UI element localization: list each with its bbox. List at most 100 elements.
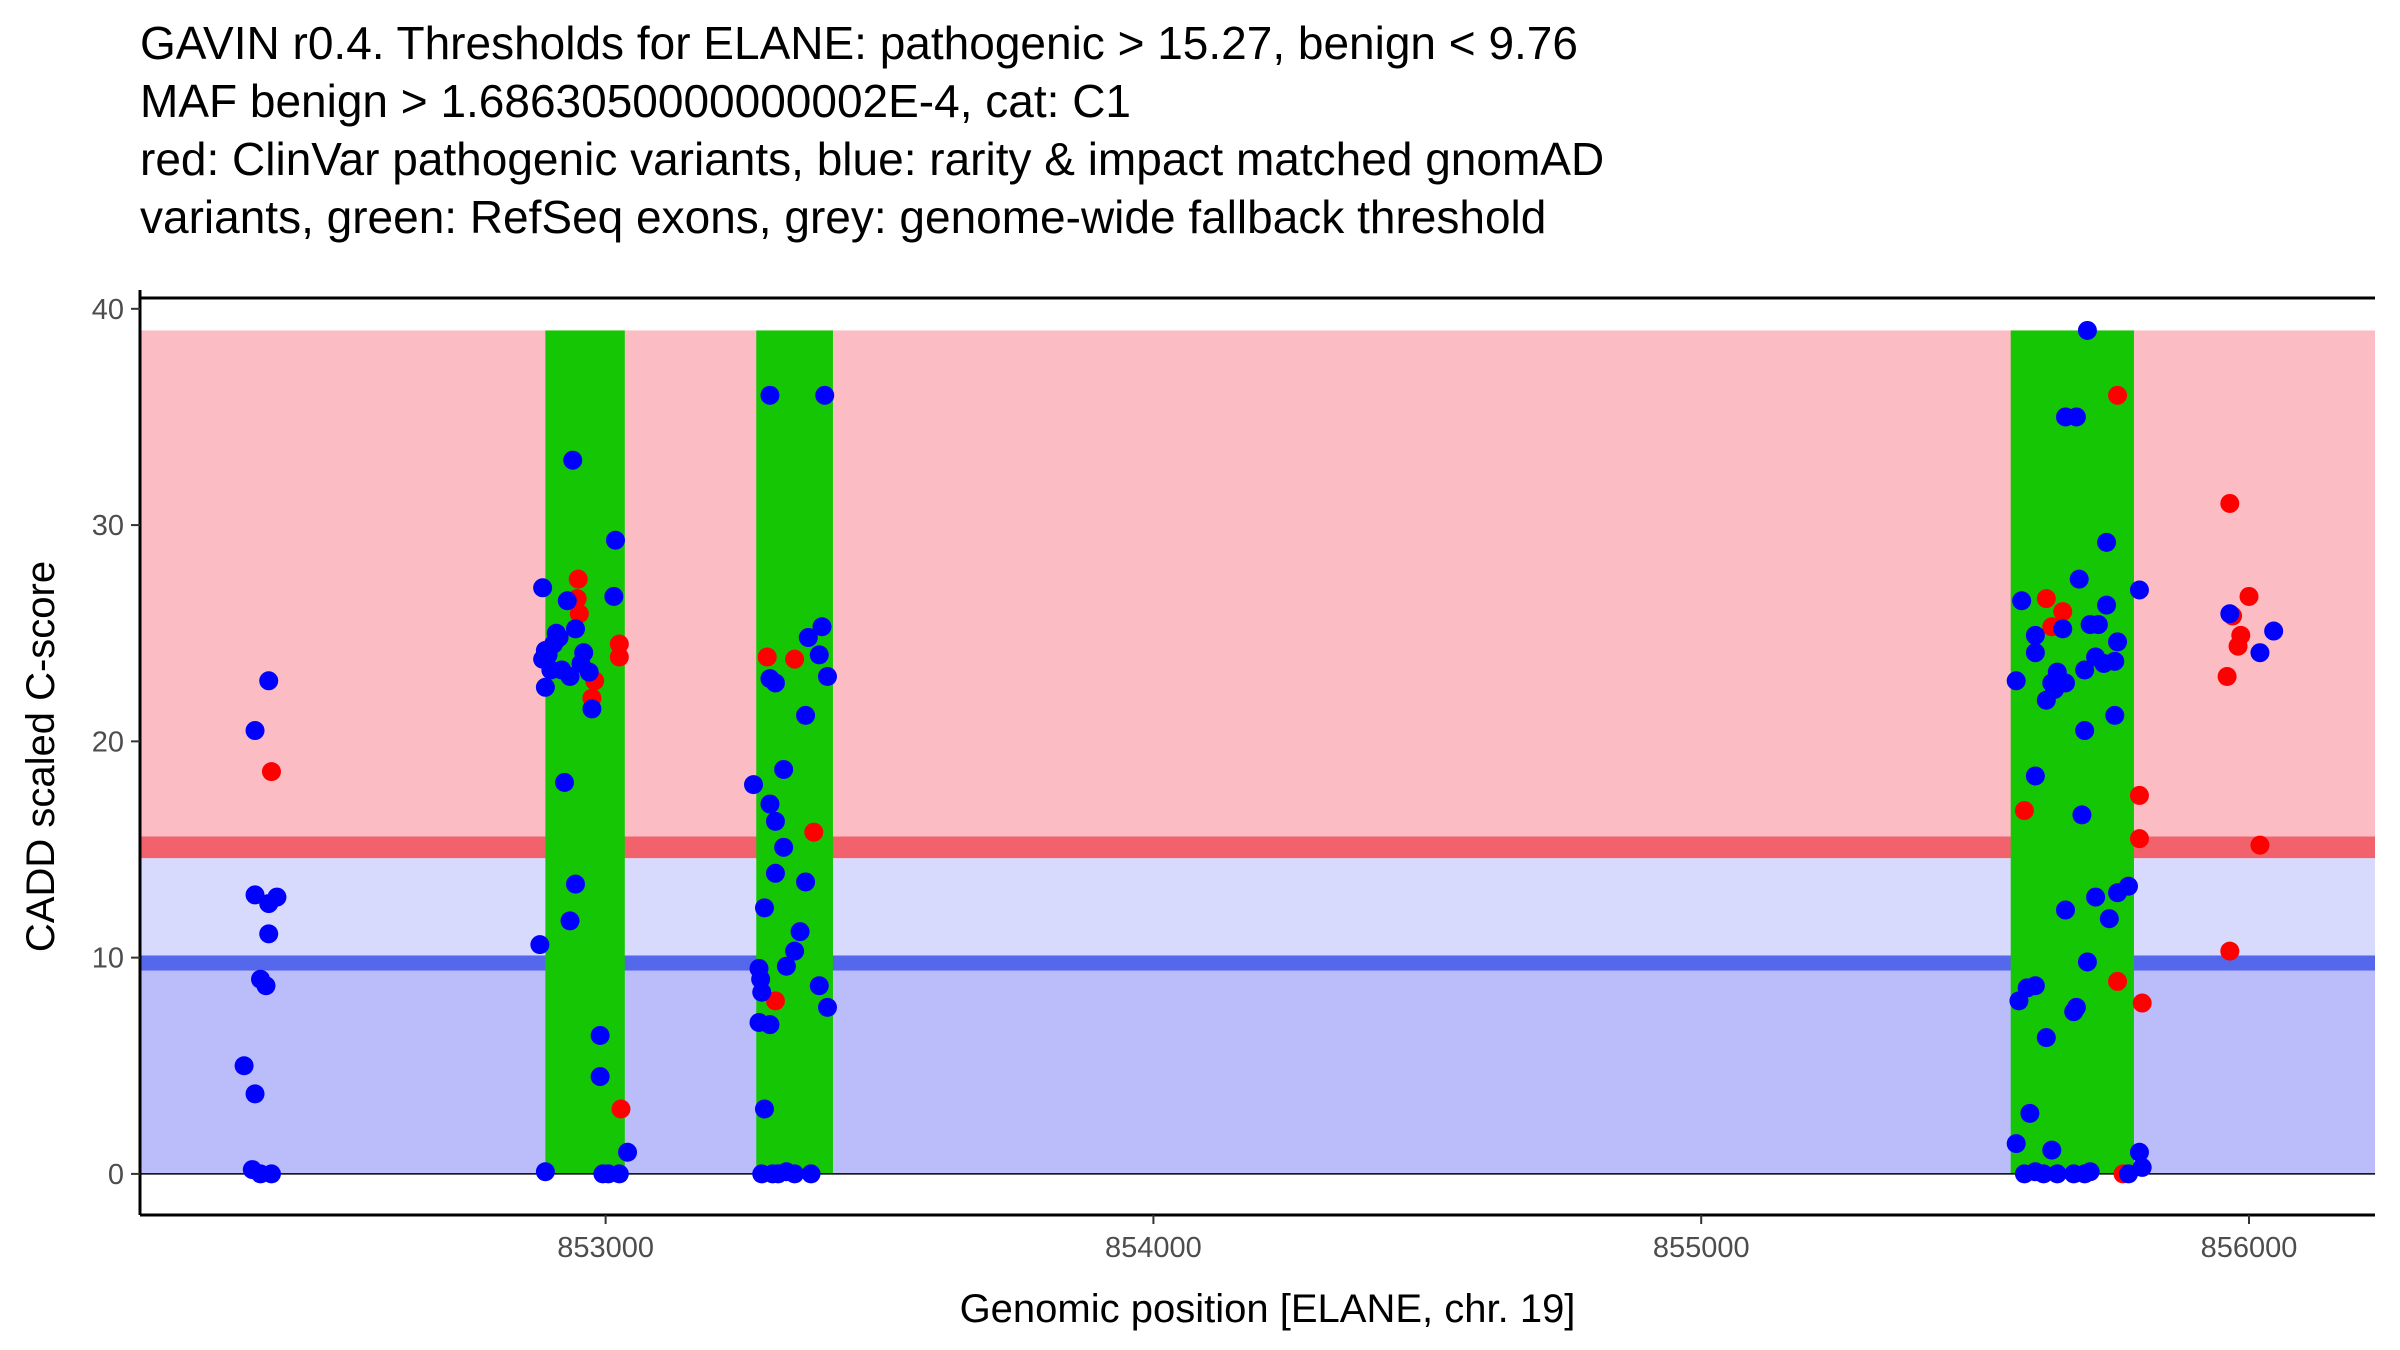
clinvar-point-30	[2250, 835, 2270, 855]
gnomad-point-25	[565, 619, 585, 639]
gnomad-point-38	[605, 530, 625, 550]
title-line-4: variants, green: RefSeq exons, grey: gen…	[140, 191, 1547, 243]
gnomad-point-100	[2105, 651, 2125, 671]
x-tick-label-856000: 856000	[2201, 1232, 2298, 1264]
gnomad-point-58	[776, 956, 796, 976]
clinvar-point-29	[2217, 666, 2237, 686]
gnomad-point-133	[2250, 643, 2270, 663]
gnomad-point-9	[256, 976, 276, 996]
gnomad-point-119	[2020, 1103, 2040, 1123]
gnomad-point-48	[760, 794, 780, 814]
gnomad-point-28	[560, 666, 580, 686]
gnomad-point-70	[760, 669, 780, 689]
clinvar-point-19	[2108, 971, 2128, 991]
gnomad-point-17	[535, 1162, 555, 1182]
gnomad-point-37	[604, 586, 624, 606]
clinvar-point-11	[785, 649, 805, 669]
gnomad-point-7	[259, 924, 279, 944]
x-axis-title: Genomic position [ELANE, chr. 19]	[960, 1287, 1576, 1331]
x-tick-label-853000: 853000	[557, 1232, 654, 1264]
gnomad-point-49	[765, 811, 785, 831]
title-line-3: red: ClinVar pathogenic variants, blue: …	[140, 133, 1605, 185]
clinvar-point-28	[2239, 586, 2259, 606]
clinvar-point-1	[261, 762, 281, 782]
gnomad-point-127	[2047, 1164, 2067, 1184]
gnomad-point-91	[2108, 632, 2128, 652]
gnomad-point-64	[754, 1099, 774, 1119]
gnomad-point-32	[546, 623, 566, 643]
gnomad-point-44	[609, 1164, 629, 1184]
gnomad-point-15	[563, 450, 583, 470]
clinvar-point-8	[609, 647, 629, 667]
y-tick-label-30: 30	[92, 510, 124, 542]
gnomad-point-78	[801, 1164, 821, 1184]
gnomad-point-51	[774, 837, 794, 857]
gnomad-point-66	[798, 628, 818, 648]
gnomad-point-71	[809, 976, 829, 996]
x-tick-label-854000: 854000	[1105, 1232, 1202, 1264]
gnomad-point-45	[744, 775, 764, 795]
clinvar-point-31	[2220, 941, 2240, 961]
y-tick-label-0: 0	[108, 1159, 124, 1191]
gnomad-point-126	[2034, 1164, 2054, 1184]
gnomad-point-102	[2045, 679, 2065, 699]
clinvar-point-17	[2053, 602, 2073, 622]
pathogenic-threshold-band	[140, 836, 2375, 859]
y-tick-label-40: 40	[92, 294, 124, 326]
gnomad-point-81	[2066, 407, 2086, 427]
threshold-zones	[140, 330, 2375, 1174]
clinvar-point-13	[804, 822, 824, 842]
gnomad-point-24	[557, 591, 577, 611]
benign-zone	[140, 970, 2375, 1174]
title-line-1: GAVIN r0.4. Thresholds for ELANE: pathog…	[140, 17, 1578, 69]
gnomad-point-82	[2097, 532, 2117, 552]
gnomad-point-72	[817, 997, 837, 1017]
gnomad-point-111	[2099, 909, 2119, 929]
gnomad-point-13	[261, 1164, 281, 1184]
x-tick-label-855000: 855000	[1653, 1232, 1750, 1264]
gnomad-point-34	[565, 874, 585, 894]
benign-threshold-band	[140, 955, 2375, 971]
gnomad-point-115	[2009, 991, 2029, 1011]
gnomad-point-36	[582, 699, 602, 719]
gnomad-point-14	[533, 578, 553, 598]
title-line-2: MAF benign > 1.6863050000000002E-4, cat:…	[140, 75, 1131, 127]
gnomad-point-87	[2025, 625, 2045, 645]
clinvar-point-18	[2108, 385, 2128, 405]
data-points	[234, 320, 2284, 1184]
clinvar-point-23	[2132, 993, 2152, 1013]
gnomad-point-104	[2105, 705, 2125, 725]
clinvar-point-4	[569, 604, 589, 624]
gnomad-point-103	[2075, 721, 2095, 741]
benign-light-zone	[140, 858, 2375, 958]
gnomad-point-88	[2053, 619, 2073, 639]
gnomad-point-121	[2042, 1140, 2062, 1160]
clinvar-point-12	[765, 991, 785, 1011]
gnomad-point-131	[2118, 1164, 2138, 1184]
gnomad-point-31	[535, 677, 555, 697]
exon-bar-3	[2010, 330, 2134, 1174]
gnomad-point-53	[754, 898, 774, 918]
gnomad-point-105	[2025, 766, 2045, 786]
gnomad-point-97	[2075, 660, 2095, 680]
clinvar-point-21	[2129, 785, 2149, 805]
gnomad-point-106	[2072, 805, 2092, 825]
axes: 0 10 20 30 40 853000 854000 855000 856000	[92, 290, 2375, 1264]
gnomad-point-61	[752, 982, 772, 1002]
gnomad-series	[234, 320, 2284, 1184]
y-tick-label-10: 10	[92, 943, 124, 975]
pathogenic-zone	[140, 330, 2375, 844]
gnomad-point-33	[555, 772, 575, 792]
gnomad-point-108	[2108, 883, 2128, 903]
gnomad-point-6	[267, 887, 287, 907]
clinvar-point-24	[2220, 493, 2240, 513]
gnomad-point-35	[560, 911, 580, 931]
gnomad-point-16	[530, 935, 550, 955]
clinvar-point-14	[2014, 801, 2034, 821]
gnomad-point-132	[2264, 621, 2284, 641]
gnomad-point-120	[2006, 1134, 2026, 1154]
gnomad-point-83	[2069, 569, 2089, 589]
gnomad-point-30	[579, 662, 599, 682]
exon-bars	[545, 330, 2134, 1174]
